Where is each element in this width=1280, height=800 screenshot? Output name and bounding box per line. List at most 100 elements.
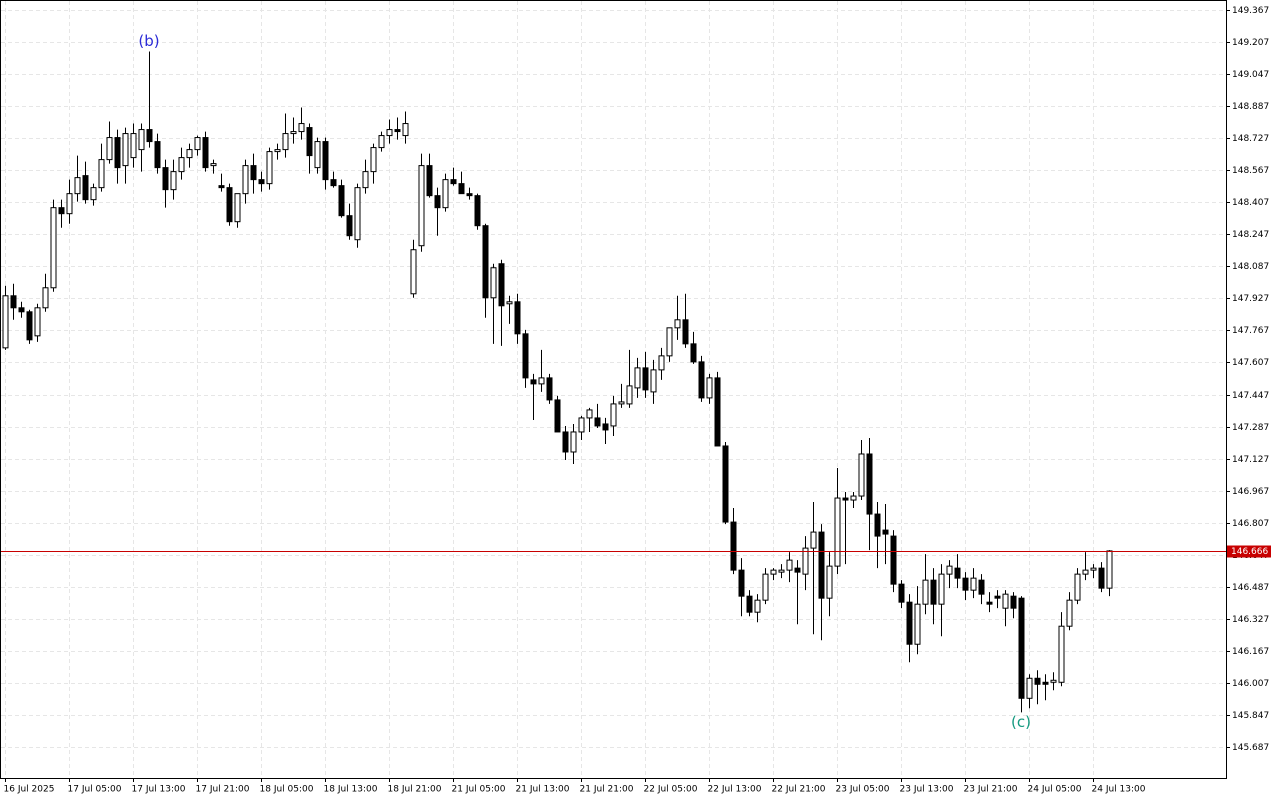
- candle-body: [186, 149, 193, 159]
- candle-body: [154, 141, 161, 169]
- candle-body: [170, 171, 177, 191]
- candle-body: [514, 301, 521, 335]
- candle-body: [506, 301, 513, 305]
- candle-body: [858, 453, 865, 497]
- grid: [1, 1, 1226, 778]
- candle-body: [50, 207, 57, 289]
- candle-body: [610, 403, 617, 427]
- candle-body: [90, 187, 97, 201]
- candle-body: [378, 135, 385, 149]
- candle-body: [338, 185, 345, 217]
- candle-body: [898, 583, 905, 603]
- candle-body: [1034, 677, 1041, 685]
- candle-body: [1074, 573, 1081, 601]
- candle-body: [578, 417, 585, 433]
- candle-body: [794, 567, 801, 573]
- y-tick-label: 146.327: [1232, 615, 1269, 625]
- candle-body: [114, 137, 121, 169]
- candle-body: [538, 377, 545, 385]
- candle-body: [282, 133, 289, 151]
- candle-body: [1018, 597, 1025, 699]
- candle-body: [834, 497, 841, 567]
- candle-body: [914, 603, 921, 645]
- plot-frame: [0, 0, 1227, 779]
- candle-body: [58, 207, 65, 215]
- y-tick-label: 145.687: [1232, 743, 1269, 753]
- candle-body: [706, 377, 713, 399]
- candle-body: [1050, 679, 1057, 683]
- x-tick-label: 17 Jul 13:00: [132, 785, 186, 795]
- candle-body: [978, 579, 985, 595]
- candle-body: [522, 333, 529, 379]
- y-tick-label: 148.887: [1232, 102, 1269, 112]
- y-tick-label: 148.247: [1232, 230, 1269, 240]
- candle-body: [730, 521, 737, 571]
- candle-body: [146, 129, 153, 143]
- candle-body: [602, 423, 609, 431]
- candle-body: [266, 151, 273, 185]
- candle-body: [618, 401, 625, 405]
- candle-body: [554, 399, 561, 433]
- candle-body: [890, 535, 897, 585]
- candle-body: [442, 179, 449, 209]
- candle-body: [138, 129, 145, 151]
- candle-body: [570, 431, 577, 453]
- x-tick-label: 24 Jul 13:00: [1092, 785, 1146, 795]
- candle-body: [634, 367, 641, 389]
- candle-body: [994, 595, 1001, 599]
- y-tick-label: 147.127: [1232, 455, 1269, 465]
- candle-body: [106, 137, 113, 161]
- candle-body: [290, 131, 297, 135]
- y-tick-label: 148.407: [1232, 198, 1269, 208]
- x-tick-label: 22 Jul 13:00: [708, 785, 762, 795]
- y-tick-label: 149.047: [1232, 70, 1269, 80]
- candle-body: [882, 529, 889, 535]
- candle-body: [1002, 593, 1009, 609]
- wave-label: (b): [138, 32, 159, 50]
- x-tick-label: 17 Jul 05:00: [68, 785, 122, 795]
- candle-body: [658, 355, 665, 371]
- candle-body: [394, 129, 401, 133]
- candle-body: [962, 577, 969, 591]
- candle-body: [530, 379, 537, 385]
- candle-body: [1010, 595, 1017, 609]
- x-tick-label: 18 Jul 05:00: [260, 785, 314, 795]
- candle-body: [778, 569, 785, 573]
- y-tick-label: 146.167: [1232, 647, 1269, 657]
- candle-body: [210, 163, 217, 167]
- candle-body: [346, 215, 353, 237]
- candle-body: [98, 159, 105, 189]
- candle-body: [1058, 625, 1065, 683]
- candle-body: [34, 307, 41, 337]
- candle-body: [674, 319, 681, 329]
- candle-body: [738, 569, 745, 597]
- candle-body: [498, 263, 505, 307]
- candles: [2, 51, 1113, 713]
- candle-body: [162, 167, 169, 191]
- candle-body: [682, 319, 689, 345]
- y-tick-label: 147.607: [1232, 358, 1269, 368]
- candle-body: [458, 183, 465, 195]
- candle-body: [218, 185, 225, 189]
- candle-body: [194, 137, 201, 151]
- candle-body: [362, 171, 369, 189]
- candle-body: [242, 165, 249, 195]
- candle-body: [850, 495, 857, 501]
- candle-body: [42, 287, 49, 309]
- candle-body: [322, 141, 329, 181]
- candle-body: [10, 295, 17, 309]
- candle-body: [642, 367, 649, 391]
- candle-body: [402, 123, 409, 137]
- y-tick-label: 148.567: [1232, 166, 1269, 176]
- y-tick-label: 146.487: [1232, 583, 1269, 593]
- candle-body: [626, 385, 633, 405]
- x-tick-label: 22 Jul 21:00: [772, 785, 826, 795]
- current-price-box: [1227, 545, 1271, 558]
- candle-body: [930, 579, 937, 605]
- candle-body: [1098, 567, 1105, 589]
- candle-body: [770, 569, 777, 575]
- candle-body: [202, 137, 209, 169]
- candle-body: [666, 327, 673, 357]
- candle-body: [66, 193, 73, 215]
